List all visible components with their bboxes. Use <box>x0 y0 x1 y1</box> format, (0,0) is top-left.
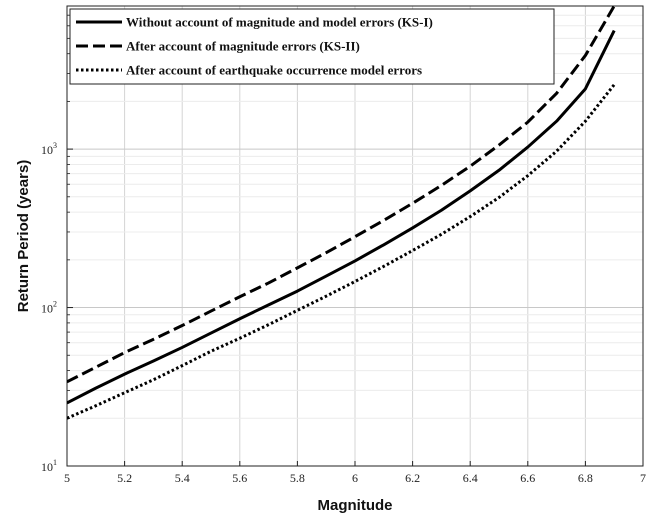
y-tick-exponent: 1 <box>53 458 57 467</box>
series-layer <box>67 6 616 420</box>
x-tick-label: 5.6 <box>232 471 247 485</box>
y-tick-exponent: 3 <box>53 141 57 150</box>
series-line-dashed <box>67 6 616 384</box>
series-line-dotted <box>67 83 616 420</box>
x-tick-label: 6.4 <box>463 471 478 485</box>
x-tick-label: 5.8 <box>290 471 305 485</box>
legend-box <box>69 8 555 85</box>
x-tick-label: 6.6 <box>520 471 535 485</box>
legend-label-occurrence-model: After account of earthquake occurrence m… <box>126 63 422 78</box>
x-tick-label: 5.2 <box>117 471 132 485</box>
legend-label-ks-i: Without account of magnitude and model e… <box>126 15 433 30</box>
y-axis-title: Return Period (years) <box>15 160 32 313</box>
x-tick-label: 6.8 <box>578 471 593 485</box>
y-tick-base: 10 <box>41 302 53 316</box>
y-tick-label: 102 <box>41 300 57 316</box>
x-tick-label: 5 <box>64 471 70 485</box>
legend: Without account of magnitude and model e… <box>69 8 555 85</box>
x-tick-label: 6.2 <box>405 471 420 485</box>
y-tick-label: 101 <box>41 458 57 474</box>
y-tick-label: 103 <box>41 141 57 157</box>
y-tick-base: 10 <box>41 460 53 474</box>
x-tick-label: 5.4 <box>175 471 190 485</box>
series-line-solid <box>67 29 616 405</box>
x-axis-title: Magnitude <box>318 497 393 514</box>
legend-label-ks-ii: After account of magnitude errors (KS-II… <box>126 39 360 54</box>
x-tick-label: 7 <box>640 471 646 485</box>
x-tick-label: 6 <box>352 471 358 485</box>
y-tick-base: 10 <box>41 143 53 157</box>
y-tick-exponent: 2 <box>53 300 57 309</box>
